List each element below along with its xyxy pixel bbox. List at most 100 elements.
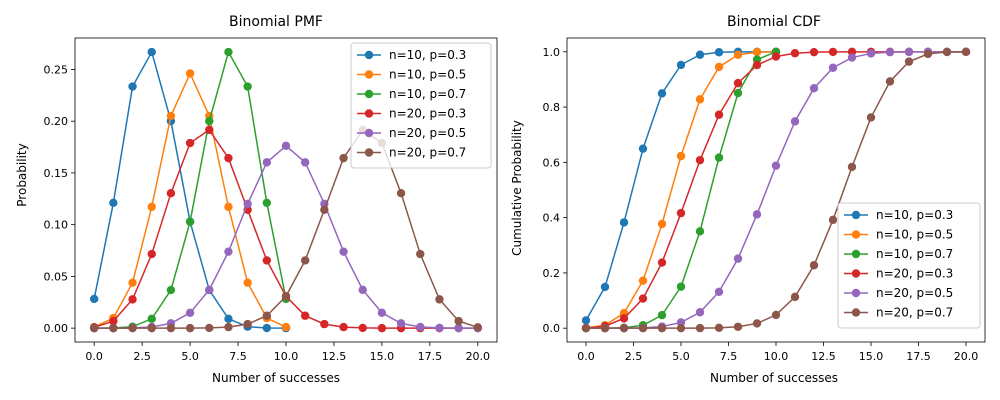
cdf-data-point: [695, 323, 705, 333]
pmf-data-point: [300, 311, 310, 320]
pmf-legend-swatch-marker: [364, 148, 374, 157]
pmf-data-point: [185, 323, 195, 333]
cdf-data-point: [714, 48, 724, 57]
cdf-y-tick-label: 0.4: [543, 212, 561, 225]
cdf-x-tick-label: 10.0: [764, 350, 789, 363]
cdf-data-point: [714, 110, 724, 119]
pmf-data-point: [185, 69, 195, 78]
cdf-y-tick-label: 0.2: [543, 267, 561, 280]
pmf-y-tick-label: 0.25: [44, 63, 69, 76]
cdf-x-tick-label: 17.5: [906, 350, 931, 363]
pmf-data-point: [147, 47, 156, 57]
pmf-y-tick-label: 0.20: [44, 115, 69, 128]
cdf-legend-label: n=10, p=0.5: [876, 228, 953, 242]
cdf-data-point: [904, 47, 914, 57]
pmf-y-tick-label: 0.10: [44, 219, 69, 232]
cdf-data-point: [714, 62, 724, 72]
cdf-xlabel: Number of successes: [710, 371, 838, 385]
cdf-data-point: [752, 319, 762, 328]
cdf-data-point: [752, 210, 762, 219]
cdf-data-point: [828, 47, 838, 57]
cdf-data-point: [809, 47, 819, 57]
pmf-data-point: [262, 256, 272, 265]
pmf-legend-swatch-marker: [364, 89, 374, 99]
pmf-data-point: [128, 295, 137, 304]
pmf-data-point: [89, 323, 99, 333]
cdf-data-point: [695, 155, 705, 165]
pmf-data-point: [243, 278, 252, 287]
pmf-data-point: [339, 247, 348, 256]
pmf-data-point: [166, 189, 176, 198]
cdf-data-point: [638, 144, 648, 153]
pmf-data-point: [281, 141, 291, 151]
cdf-data-point: [790, 49, 800, 58]
cdf-data-point: [676, 151, 686, 161]
cdf-x-tick-label: 5.0: [672, 350, 690, 363]
cdf-data-point: [600, 323, 610, 333]
cdf-legend-swatch-marker: [851, 210, 861, 220]
pmf-data-point: [281, 292, 291, 301]
pmf-x-tick-label: 17.5: [418, 350, 443, 363]
pmf-data-point: [281, 322, 291, 332]
pmf-legend-label: n=20, p=0.5: [389, 126, 466, 140]
pmf-data-point: [243, 319, 252, 329]
cdf-data-point: [657, 219, 667, 229]
cdf-data-point: [828, 215, 838, 225]
cdf-series-5: [581, 47, 971, 333]
pmf-data-point: [339, 322, 348, 332]
cdf-x-tick-label: 0.0: [577, 350, 595, 363]
cdf-data-point: [771, 310, 781, 320]
cdf-data-point: [847, 162, 857, 172]
pmf-data-point: [454, 316, 463, 326]
cdf-data-point: [581, 316, 591, 325]
pmf-legend-box: [350, 42, 492, 169]
pmf-data-point: [205, 323, 214, 333]
pmf-data-point: [224, 202, 233, 212]
pmf-data-point: [166, 111, 176, 121]
cdf-legend-label: n=10, p=0.7: [876, 247, 953, 261]
cdf-data-point: [676, 323, 686, 333]
cdf-y-tick-label: 0.0: [543, 322, 561, 335]
pmf-data-point: [109, 316, 118, 326]
cdf-data-point: [809, 83, 819, 93]
cdf-data-point: [961, 47, 971, 57]
cdf-data-point: [619, 314, 629, 323]
pmf-data-point: [185, 138, 195, 148]
cdf-y-tick-label: 0.6: [543, 156, 561, 169]
cdf-legend-swatch-marker: [851, 288, 861, 298]
pmf-x-tick-label: 5.0: [181, 350, 199, 363]
pmf-data-point: [262, 323, 272, 333]
pmf-data-point: [224, 153, 233, 163]
cdf-legend-swatch-marker: [851, 230, 861, 239]
cdf-x-tick-label: 7.5: [720, 350, 738, 363]
pmf-y-tick-label: 0.00: [44, 322, 69, 335]
pmf-data-point: [243, 82, 252, 91]
cdf-legend-swatch-marker: [851, 308, 861, 317]
pmf-data-point: [89, 294, 99, 304]
pmf-data-point: [396, 319, 406, 328]
pmf-x-tick-label: 10.0: [274, 350, 299, 363]
pmf-data-point: [243, 199, 252, 209]
cdf-data-point: [885, 47, 895, 57]
cdf-legend: n=10, p=0.3 n=10, p=0.5 n=10, p=0.7 n=20, p…: [837, 202, 981, 329]
cdf-data-point: [638, 323, 648, 333]
pmf-xlabel: Number of successes: [212, 371, 340, 385]
cdf-data-point: [695, 50, 705, 59]
cdf-data-point: [885, 77, 895, 86]
cdf-data-point: [828, 63, 838, 72]
pmf-x-tick-label: 15.0: [370, 350, 395, 363]
cdf-data-point: [733, 322, 743, 331]
pmf-data-point: [262, 311, 272, 320]
pmf-data-point: [205, 125, 214, 135]
pmf-data-point: [128, 278, 137, 287]
cdf-data-point: [581, 323, 591, 333]
pmf-legend-label: n=10, p=0.3: [389, 48, 466, 62]
cdf-data-point: [695, 95, 705, 104]
pmf-data-point: [320, 205, 329, 214]
cdf-data-point: [790, 292, 800, 302]
cdf-data-point: [942, 47, 952, 57]
cdf-data-point: [676, 60, 686, 70]
pmf-data-point: [435, 323, 444, 333]
cdf-data-point: [733, 254, 743, 263]
pmf-data-point: [224, 47, 233, 57]
